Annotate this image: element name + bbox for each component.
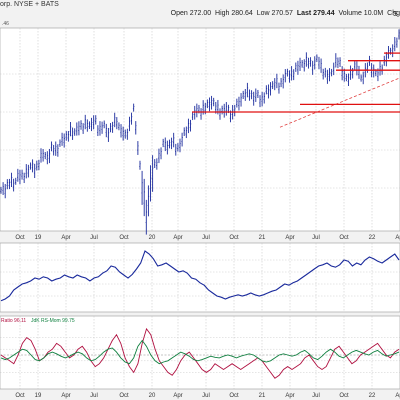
volume-value: 10.0M	[363, 10, 384, 17]
price-bars	[0, 29, 400, 235]
x-tick-label: Jul	[202, 235, 210, 241]
x-tick-label-bottom: Apr	[395, 393, 400, 399]
x-tick-label-bottom: Oct	[15, 393, 25, 399]
low-value: 270.57	[271, 10, 293, 17]
quote-summary: Open 272.00 High 280.64 Low 270.57 Last …	[171, 10, 400, 17]
x-tick-label: Apr	[285, 235, 294, 241]
rs-ratio-legend: Ratio 96.11	[1, 318, 26, 324]
price-subline: .46	[2, 21, 9, 27]
x-tick-label: 19	[35, 235, 42, 241]
ratio-panel	[0, 242, 400, 313]
last-label: Last	[296, 10, 312, 17]
x-tick-label: 21	[259, 235, 266, 241]
support-levels	[192, 52, 400, 128]
x-tick-label-bottom: Apr	[285, 393, 294, 399]
x-tick-label-bottom: Jul	[90, 393, 98, 399]
x-tick-label: 22	[369, 235, 376, 241]
x-tick-label-bottom: 22	[369, 393, 376, 399]
x-tick-label: Apr	[395, 235, 400, 241]
indicator-panel	[0, 315, 400, 390]
last-value: 279.44	[313, 10, 335, 17]
x-tick-label-bottom: Oct	[229, 393, 239, 399]
x-tick-label: Oct	[15, 235, 25, 241]
ratio-line	[0, 250, 400, 302]
rs-momentum-line	[0, 339, 400, 365]
grid-layer	[0, 28, 400, 389]
rs-ratio-line	[0, 327, 400, 379]
chg-label: Chg	[387, 10, 400, 17]
x-tick-label-bottom: 20	[149, 393, 156, 399]
high-label: High	[215, 10, 230, 17]
rs-momentum-legend: JdK RS-Mom 99.75	[31, 318, 75, 324]
x-tick-label: 20	[149, 235, 156, 241]
indicator-series	[0, 327, 400, 379]
x-tick-label: Jul	[90, 235, 98, 241]
ratio-series	[0, 250, 400, 302]
x-tick-label-bottom: Jul	[312, 393, 320, 399]
x-tick-label: Oct	[339, 235, 349, 241]
x-tick-label: Apr	[61, 235, 70, 241]
trend-line	[279, 77, 400, 128]
volume-label: Volume	[338, 10, 362, 17]
x-tick-label: Apr	[173, 235, 182, 241]
x-tick-label-bottom: 19	[35, 393, 42, 399]
x-tick-label: Jul	[312, 235, 320, 241]
x-tick-label: Oct	[119, 235, 129, 241]
security-title: orp. NYSE + BATS	[0, 1, 59, 8]
top-right-label: S	[393, 11, 398, 18]
price-panel	[0, 27, 400, 232]
open-value: 272.00	[189, 10, 212, 17]
x-tick-label-bottom: 21	[259, 393, 266, 399]
x-axis-ticks: Oct Oct 19 19 Apr Apr Jul Jul Oct Oct 20 20 Apr Apr Ju…	[15, 235, 400, 399]
x-tick-label-bottom: Jul	[202, 393, 210, 399]
x-tick-label: Oct	[229, 235, 239, 241]
x-tick-label-bottom: Oct	[119, 393, 129, 399]
high-value: 280.64	[231, 10, 253, 17]
low-label: Low	[256, 10, 270, 17]
x-tick-label-bottom: Oct	[339, 393, 349, 399]
open-label: Open	[170, 10, 188, 17]
x-tick-label-bottom: Apr	[61, 393, 70, 399]
x-tick-label-bottom: Apr	[173, 393, 182, 399]
